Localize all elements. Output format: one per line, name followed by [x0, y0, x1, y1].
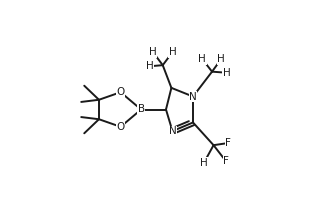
Text: H: H — [146, 61, 154, 71]
Text: N: N — [169, 126, 176, 136]
Text: H: H — [223, 68, 231, 78]
Text: F: F — [225, 138, 231, 148]
Text: H: H — [217, 54, 225, 64]
Text: H: H — [200, 158, 208, 168]
Text: H: H — [198, 54, 206, 64]
Text: B: B — [137, 104, 145, 115]
Text: F: F — [223, 156, 229, 166]
Text: O: O — [116, 87, 125, 97]
Text: N: N — [189, 92, 197, 102]
Text: O: O — [116, 122, 125, 132]
Text: H: H — [169, 47, 176, 57]
Text: H: H — [149, 47, 157, 57]
